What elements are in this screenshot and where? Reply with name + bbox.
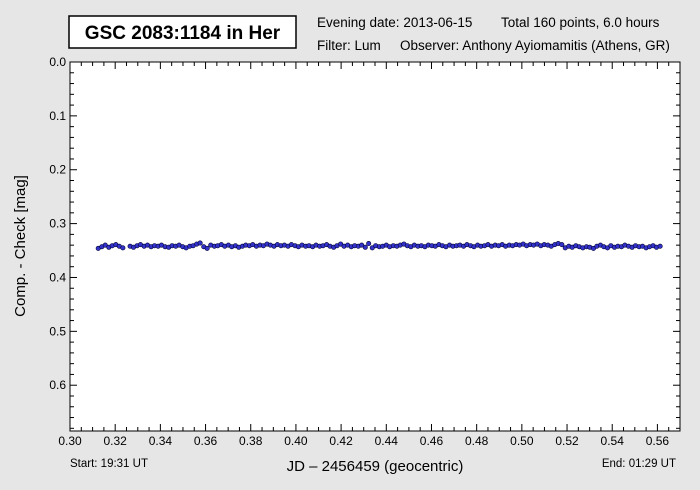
- evening-date: Evening date: 2013-06-15: [317, 15, 472, 30]
- x-tick-label: 0.40: [284, 434, 308, 448]
- y-tick-label: 0.3: [49, 217, 66, 231]
- y-tick-label: 0.0: [49, 55, 66, 69]
- x-axis: 0.30 0.32 0.34 0.36 0.38 0.40 0.42 0.44 0.46 0.48…: [58, 62, 669, 448]
- start-time: Start: 19:31 UT: [70, 458, 148, 470]
- observer-label: Observer: Anthony Ayiomamitis (Athens, G…: [400, 38, 670, 53]
- x-tick-label: 0.54: [601, 434, 625, 448]
- total-points: Total 160 points, 6.0 hours: [501, 15, 660, 30]
- data-point: [559, 242, 565, 248]
- data-point: [204, 245, 210, 251]
- x-tick-label: 0.48: [465, 434, 489, 448]
- data-point: [102, 242, 108, 248]
- x-tick-label: 0.30: [58, 434, 82, 448]
- data-point: [362, 244, 368, 250]
- x-tick-label: 0.44: [375, 434, 399, 448]
- y-tick-label: 0.5: [49, 324, 66, 338]
- data-point: [120, 245, 126, 251]
- data-points: [95, 240, 663, 251]
- x-tick-label: 0.50: [510, 434, 534, 448]
- x-tick-label: 0.34: [149, 434, 173, 448]
- y-axis-title: Comp. - Check [mag]: [12, 175, 29, 317]
- chart-title: GSC 2083:1184 in Her: [85, 23, 281, 44]
- y-tick-label: 0.4: [49, 270, 66, 284]
- x-tick-label: 0.36: [194, 434, 218, 448]
- x-tick-label: 0.56: [646, 434, 670, 448]
- x-tick-label: 0.52: [555, 434, 579, 448]
- data-point: [366, 241, 372, 247]
- filter-label: Filter: Lum: [317, 38, 381, 53]
- x-axis-title: JD – 2456459 (geocentric): [287, 458, 464, 475]
- y-tick-label: 0.1: [49, 109, 66, 123]
- x-tick-label: 0.38: [239, 434, 263, 448]
- data-point: [359, 242, 365, 248]
- x-tick-label: 0.42: [329, 434, 353, 448]
- x-tick-label: 0.32: [104, 434, 128, 448]
- y-tick-label: 0.2: [49, 163, 66, 177]
- data-point: [197, 240, 203, 246]
- title-box: [68, 15, 297, 49]
- y-tick-label: 0.6: [49, 378, 66, 392]
- x-tick-label: 0.46: [420, 434, 444, 448]
- end-time: End: 01:29 UT: [602, 458, 676, 470]
- data-point: [657, 243, 663, 249]
- y-axis: 0.0 0.1 0.2 0.3 0.4 0.5 0.6: [49, 55, 680, 429]
